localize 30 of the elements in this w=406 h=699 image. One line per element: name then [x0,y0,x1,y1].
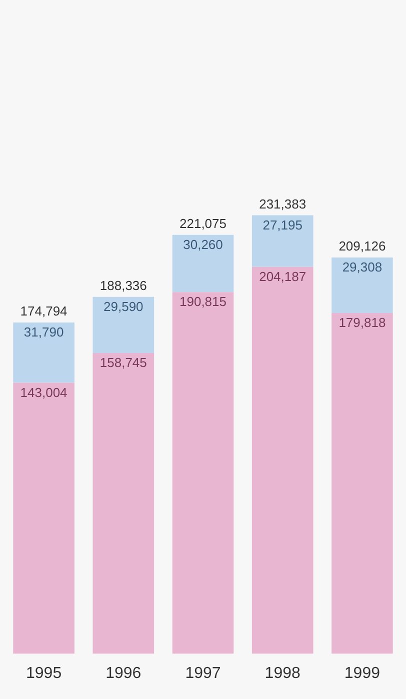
bar [252,266,314,654]
data-label: 190,815 [180,294,226,310]
data-label: 143,004 [20,384,68,400]
bar [92,352,154,654]
total-label: 174,794 [20,304,68,319]
x-tick-label: 1997 [185,664,221,682]
data-label: 179,818 [338,315,386,330]
data-label: 29,590 [104,298,144,314]
data-label: 29,308 [342,260,382,275]
x-tick-label: 1996 [106,664,142,682]
bar [172,292,234,654]
data-label: 30,260 [183,236,223,252]
total-label: 188,336 [100,278,147,293]
bar [332,257,393,314]
data-label: 31,790 [24,324,64,340]
bar [332,313,393,654]
data-label: 158,745 [100,355,147,370]
total-label: 221,075 [180,216,226,231]
data-label: 204,187 [259,268,306,284]
bar [13,322,74,383]
x-tick-label: 1995 [26,664,62,682]
bar [13,382,74,654]
bar [172,234,234,292]
bar [252,215,314,267]
total-label: 231,383 [259,196,306,212]
total-label: 209,126 [338,238,386,254]
bar [92,296,154,353]
x-tick-label: 1998 [264,664,300,682]
x-tick-label: 1999 [344,664,380,682]
data-label: 27,195 [262,217,302,232]
